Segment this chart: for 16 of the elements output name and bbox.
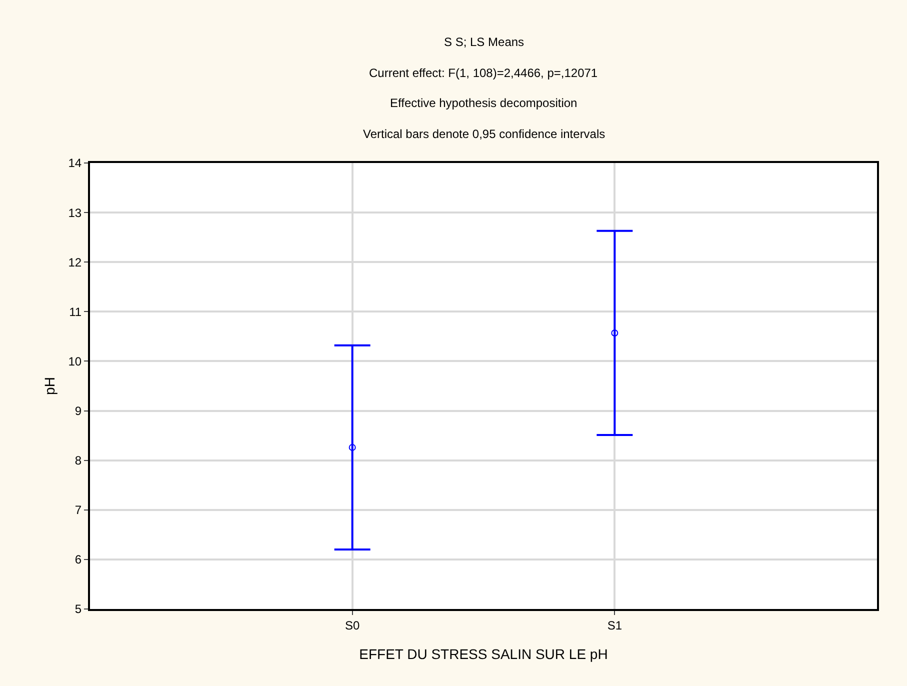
- y-tick-label: 5: [74, 602, 82, 616]
- x-tick-label: S1: [607, 618, 622, 632]
- y-tick-label: 13: [68, 206, 82, 220]
- y-tick-label: 14: [68, 156, 82, 170]
- y-tick-label: 7: [74, 503, 82, 518]
- y-tick-label: 8: [74, 454, 82, 468]
- y-tick-label: 11: [69, 304, 82, 319]
- y-tick-label: 10: [68, 354, 82, 368]
- x-axis-title: EFFET DU STRESS SALIN SUR LE pH: [359, 646, 608, 662]
- y-tick-label: 6: [74, 552, 82, 567]
- y-tick-label: 9: [74, 404, 82, 418]
- chart-title: S S; LS Means: [444, 35, 524, 49]
- y-tick-label: 12: [68, 255, 82, 270]
- y-axis-title: pH: [41, 377, 58, 395]
- text: Current effect: F(1, 108)=2,4466, p=,12071 Effective hypothesis decomposition Vertical bars denote 0,95 confidence intervals: [363, 66, 606, 141]
- x-tick-label: S0: [344, 618, 360, 632]
